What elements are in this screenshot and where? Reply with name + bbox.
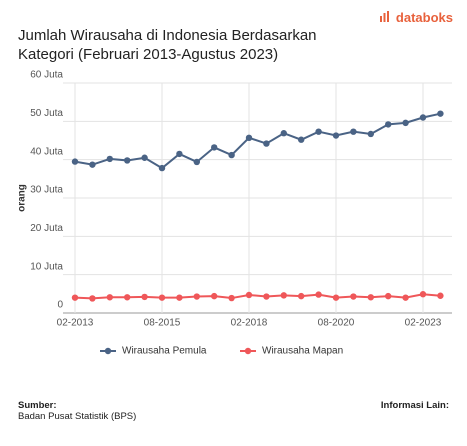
- y-tick-label: 40 Juta: [30, 146, 63, 157]
- data-point: [141, 293, 148, 301]
- data-point: [385, 121, 392, 128]
- y-tick-label: 20 Juta: [30, 223, 63, 234]
- data-point: [193, 293, 200, 300]
- data-point: [280, 292, 287, 299]
- data-point: [176, 294, 183, 301]
- data-point: [245, 291, 253, 299]
- data-point: [419, 114, 427, 121]
- y-tick-label: 50 Juta: [30, 108, 63, 119]
- data-point: [298, 136, 305, 143]
- data-point: [437, 110, 444, 117]
- data-point: [350, 128, 357, 135]
- y-tick-label: 60 Juta: [30, 70, 63, 81]
- series-line: [74, 293, 441, 300]
- data-point: [124, 157, 131, 164]
- data-point: [141, 154, 148, 161]
- legend-marker: [104, 347, 112, 355]
- data-point: [89, 161, 96, 168]
- data-point: [228, 294, 235, 302]
- logo: databoks: [380, 10, 453, 25]
- x-tick-label: 02-2013: [57, 318, 94, 329]
- legend-item: Wirausaha Pemula: [100, 346, 207, 357]
- data-point: [419, 291, 427, 298]
- data-point: [280, 130, 287, 137]
- data-point: [263, 140, 270, 147]
- y-tick-label: 0: [57, 300, 63, 311]
- source: Badan Pusat Statistik (BPS): [18, 411, 137, 422]
- data-point: [315, 128, 322, 135]
- data-point: [158, 164, 166, 172]
- logo-icon: [380, 11, 390, 22]
- data-point: [315, 291, 322, 298]
- data-point: [106, 294, 114, 301]
- data-point: [245, 134, 253, 142]
- y-tick-label: 30 Juta: [30, 185, 63, 196]
- data-point: [332, 294, 340, 301]
- legend-label: Wirausaha Pemula: [122, 346, 207, 357]
- x-tick-label: 08-2015: [144, 318, 181, 329]
- legend-label: Wirausaha Mapan: [262, 346, 343, 357]
- data-point: [124, 294, 131, 301]
- data-point: [211, 292, 218, 300]
- x-tick-label: 02-2018: [231, 318, 268, 329]
- data-point: [332, 132, 340, 139]
- data-point: [437, 292, 444, 299]
- y-axis-label: orang: [17, 184, 28, 212]
- data-point: [158, 294, 166, 301]
- data-point: [263, 293, 270, 300]
- data-point: [193, 158, 200, 166]
- data-point: [89, 295, 96, 302]
- legend-marker: [244, 347, 252, 355]
- source-label: Sumber:: [18, 400, 57, 411]
- info-label: Informasi Lain:: [380, 400, 449, 411]
- data-point: [367, 294, 374, 301]
- data-point: [71, 294, 79, 301]
- x-tick-label: 02-2023: [405, 318, 442, 329]
- chart-title: Jumlah Wirausaha di Indonesia Berdasarka…: [18, 27, 317, 63]
- x-tick-label: 08-2020: [318, 318, 355, 329]
- data-point: [298, 292, 305, 300]
- data-point: [176, 150, 183, 158]
- data-point: [228, 151, 235, 159]
- data-point: [402, 119, 409, 127]
- data-point: [106, 155, 114, 163]
- data-point: [385, 292, 392, 300]
- y-tick-label: 10 Juta: [30, 261, 63, 272]
- data-point: [71, 158, 79, 165]
- data-point: [211, 144, 218, 151]
- data-point: [350, 293, 357, 300]
- legend-item: Wirausaha Mapan: [240, 346, 343, 357]
- data-point: [402, 294, 409, 301]
- logo-text: databoks: [395, 10, 453, 25]
- series-line: [74, 112, 441, 170]
- data-point: [367, 130, 374, 138]
